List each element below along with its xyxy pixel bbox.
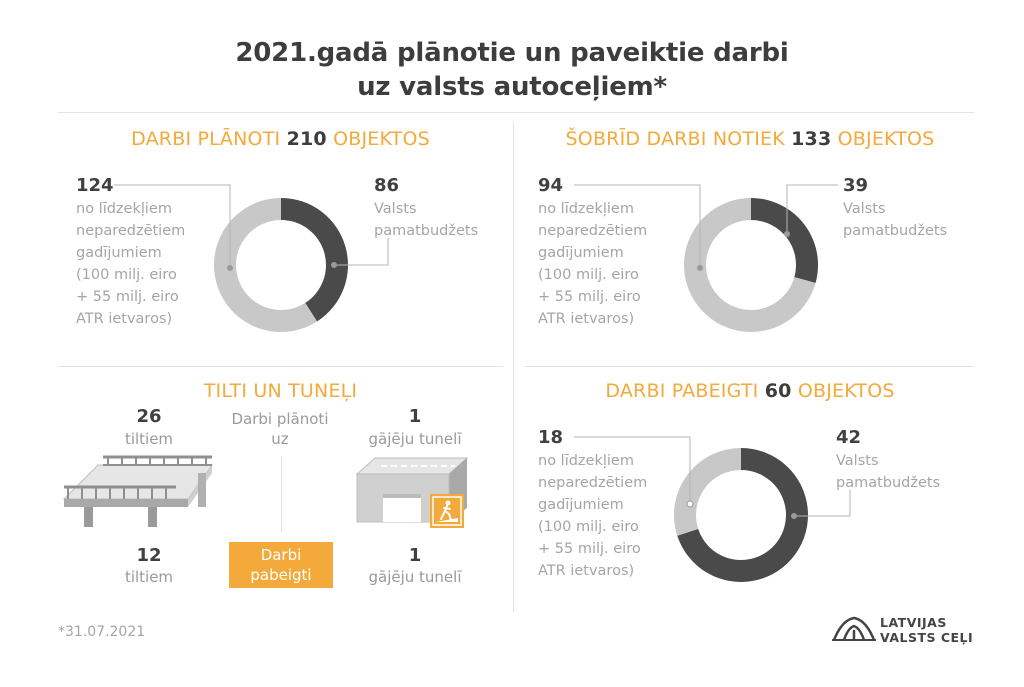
- ongoing-left-value: 94: [538, 175, 564, 196]
- ongoing-left-label: no līdzekļiem neparedzētiem gadījumiem (10…: [538, 201, 648, 327]
- tunnels-planned-label: gājēju tunelī: [368, 430, 462, 448]
- completed-title-text: DARBI PABEIGTI: [605, 380, 759, 402]
- completed-title-number: 60: [764, 380, 792, 402]
- title-line-2: uz valsts autoceļiem*: [357, 72, 667, 102]
- bridges-planned-number: 26: [136, 406, 162, 427]
- top-divider: [58, 112, 974, 113]
- planned-right-label: Valsts pamatbudžets: [374, 201, 479, 239]
- completed-right-label: Valsts pamatbudžets: [836, 453, 941, 491]
- ongoing-donut-chart: [684, 198, 818, 332]
- planned-title-number: 210: [286, 128, 327, 150]
- donut-slice: [677, 448, 808, 582]
- planned-donut-chart: [214, 198, 348, 332]
- tunnels-completed-label: gājēju tunelī: [368, 568, 462, 586]
- ongoing-left-dot: [697, 265, 703, 271]
- ongoing-panel-title: ŠOBRĪD DARBI NOTIEK 133 OBJEKTOS: [525, 128, 975, 150]
- donut-slice: [214, 198, 318, 332]
- left-middle-divider: [58, 366, 503, 367]
- logo-line-1: LATVIJAS: [880, 615, 947, 630]
- logo-line-2: VALSTS CEĻI: [880, 630, 974, 645]
- planned-left-leader: [114, 184, 231, 268]
- planned-right-dot: [331, 262, 337, 268]
- completed-left-leader: [574, 436, 691, 504]
- ongoing-right-value: 39: [843, 175, 869, 196]
- planned-left-value: 124: [76, 175, 114, 196]
- pedestrian-sign-icon: [430, 494, 464, 528]
- planned-title-text: DARBI PLĀNOTI: [131, 128, 281, 150]
- tunnels-center-divider: [281, 456, 282, 532]
- completed-right-leader: [794, 490, 851, 517]
- completed-left-label: no līdzekļiem neparedzētiem gadījumiem (10…: [538, 453, 648, 579]
- bridges-completed-number: 12: [136, 545, 162, 566]
- completed-right-dot: [791, 513, 797, 519]
- ongoing-title-text: ŠOBRĪD DARBI NOTIEK: [565, 128, 785, 150]
- completed-left-dot: [686, 500, 694, 508]
- completed-left-value: 18: [538, 427, 564, 448]
- ongoing-right-leader: [786, 184, 838, 234]
- tunnels-completed-number: 1: [408, 545, 422, 566]
- ongoing-title-suffix: OBJEKTOS: [837, 128, 935, 150]
- road-logo-icon: [832, 616, 876, 641]
- planned-right-leader: [334, 238, 389, 266]
- planned-panel-title: DARBI PLĀNOTI 210 OBJEKTOS: [58, 128, 503, 150]
- planned-left-label: no līdzekļiem neparedzētiem gadījumiem (10…: [76, 201, 186, 327]
- completed-donut-chart: [674, 448, 808, 582]
- completed-right-value: 42: [836, 427, 862, 448]
- donut-slice: [674, 448, 741, 536]
- donut-slice: [684, 198, 816, 332]
- completed-panel-title: DARBI PABEIGTI 60 OBJEKTOS: [525, 380, 975, 402]
- ongoing-right-dot: [784, 231, 790, 237]
- page-title: 2021.gadā plānotie un paveiktie darbi uz…: [0, 36, 1024, 104]
- logo-text: LATVIJAS VALSTS CEĻI: [880, 615, 973, 645]
- planned-title-suffix: OBJEKTOS: [333, 128, 430, 150]
- tunnels-planned-number: 1: [408, 406, 422, 427]
- ongoing-title-number: 133: [791, 128, 832, 150]
- right-middle-divider: [525, 366, 974, 367]
- center-divider: [513, 122, 514, 612]
- ongoing-left-leader: [574, 184, 701, 268]
- bridges-planned-label: tiltiem: [124, 430, 174, 448]
- bridge-icon: [62, 455, 213, 527]
- planned-right-value: 86: [374, 175, 400, 196]
- planned-left-dot: [227, 265, 233, 271]
- planned-center-label: Darbi plānoti uz: [231, 410, 329, 448]
- donut-slice: [281, 198, 348, 322]
- donut-slice: [751, 198, 818, 283]
- ongoing-right-label: Valsts pamatbudžets: [843, 201, 948, 239]
- bridges-completed-label: tiltiem: [124, 568, 174, 586]
- completed-title-suffix: OBJEKTOS: [797, 380, 895, 402]
- tunnels-panel-title: TILTI UN TUNEĻI: [203, 380, 358, 402]
- footnote: *31.07.2021: [58, 624, 146, 640]
- title-line-1: 2021.gadā plānotie un paveiktie darbi: [235, 38, 789, 68]
- completed-badge: Darbi pabeigti: [229, 542, 333, 588]
